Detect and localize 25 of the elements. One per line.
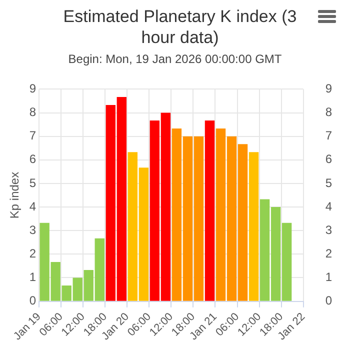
bar bbox=[248, 152, 259, 301]
chart-title: Estimated Planetary K index (3 hour data) bbox=[62, 6, 298, 48]
chart-subtitle: Begin: Mon, 19 Jan 2026 00:00:00 GMT bbox=[67, 52, 283, 66]
y2-tick-label: 0 bbox=[325, 294, 332, 308]
y2-tick-label: 6 bbox=[325, 152, 332, 166]
y-tick-label: 8 bbox=[29, 105, 36, 120]
y-tick-label: 9 bbox=[29, 82, 36, 96]
y-tick-label: 6 bbox=[29, 152, 36, 166]
y2-tick-label: 7 bbox=[325, 128, 332, 143]
y-tick-label: 7 bbox=[29, 128, 36, 143]
y2-tick-label: 3 bbox=[325, 222, 332, 237]
y-axis-title: Kp index bbox=[8, 172, 22, 219]
y2-tick-label: 4 bbox=[325, 199, 332, 214]
y-tick-label: 4 bbox=[29, 199, 36, 214]
y-tick-label: 3 bbox=[29, 222, 36, 237]
y-tick-label: 1 bbox=[29, 270, 36, 284]
y2-tick-label: 5 bbox=[325, 176, 332, 190]
y2-tick-label: 1 bbox=[325, 270, 332, 284]
y-tick-label: 0 bbox=[29, 294, 36, 308]
y2-tick-label: 9 bbox=[325, 82, 332, 96]
bar bbox=[204, 120, 215, 301]
y-tick-label: 2 bbox=[29, 246, 36, 260]
y2-tick-label: 2 bbox=[325, 246, 332, 260]
y2-tick-label: 8 bbox=[325, 105, 332, 120]
y-tick-label: 5 bbox=[29, 176, 36, 190]
